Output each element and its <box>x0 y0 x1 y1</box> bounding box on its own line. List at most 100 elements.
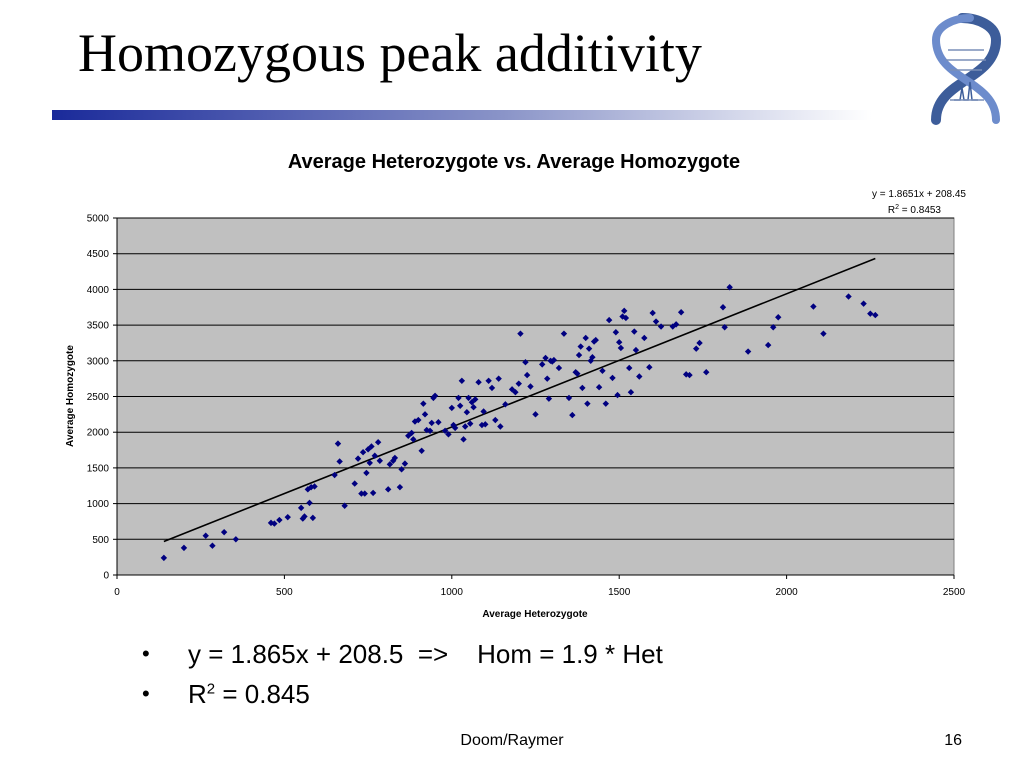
data-point <box>267 519 275 527</box>
data-point <box>726 284 733 291</box>
data-point <box>376 457 384 464</box>
data-point <box>366 459 373 467</box>
data-point <box>579 384 586 392</box>
data-point <box>448 404 455 412</box>
data-point <box>209 542 216 549</box>
data-point <box>271 520 278 527</box>
y-tick-label: 5000 <box>87 214 110 225</box>
x-axis-label: Average Heterozygote <box>482 609 588 620</box>
data-point <box>445 431 452 438</box>
data-point <box>609 374 616 382</box>
y-tick-label: 0 <box>103 571 109 582</box>
data-point <box>532 411 539 418</box>
data-point <box>502 401 509 408</box>
data-point <box>703 369 710 376</box>
data-point <box>682 371 690 378</box>
data-point <box>369 489 377 497</box>
x-tick-label: 500 <box>276 587 293 598</box>
data-point <box>587 357 594 364</box>
r2-superscript: 2 <box>895 204 899 211</box>
data-point <box>461 423 469 430</box>
data-point <box>396 483 404 491</box>
y-axis-ticks: 0 500 1000 1500 2000 2500 3000 3500 4000 4500 5000 <box>87 214 118 582</box>
data-point <box>202 532 209 539</box>
data-point <box>480 408 487 415</box>
data-point <box>585 345 593 352</box>
data-point <box>627 389 635 396</box>
bullet-icon: • <box>142 641 150 666</box>
data-point <box>421 411 429 418</box>
data-point <box>336 458 343 465</box>
data-point <box>646 364 653 371</box>
bullet-equation-text: y = 1.865x + 208.5 => Hom = 1.9 * Het <box>188 639 663 669</box>
data-point <box>621 307 628 315</box>
y-tick-label: 1000 <box>87 499 110 510</box>
r2-suffix: = 0.8453 <box>899 205 941 216</box>
data-point <box>744 348 752 355</box>
data-point <box>301 513 308 520</box>
y-tick-label: 1500 <box>87 463 110 474</box>
data-point <box>456 402 464 409</box>
data-point <box>309 514 317 522</box>
data-point <box>470 404 477 411</box>
data-point <box>359 448 367 456</box>
data-point <box>770 324 777 331</box>
data-point <box>677 309 685 316</box>
y-tick-label: 3000 <box>87 356 110 367</box>
x-axis-ticks: 0 500 1000 1500 2000 2500 <box>114 574 966 598</box>
bullet-list: • y = 1.865x + 208.5 => Hom = 1.9 * Het … <box>142 636 663 716</box>
data-point <box>232 536 240 543</box>
y-tick-label: 2000 <box>87 428 110 439</box>
data-point <box>575 351 583 359</box>
footer-author: Doom/Raymer <box>460 732 564 749</box>
trendline <box>163 257 876 543</box>
x-tick-label: 0 <box>114 587 120 598</box>
data-point <box>616 339 623 346</box>
data-point <box>386 461 394 468</box>
data-point <box>636 373 643 380</box>
data-point <box>867 310 874 317</box>
data-point <box>398 466 405 473</box>
data-point <box>719 304 727 311</box>
data-point <box>641 334 648 342</box>
data-point <box>574 370 581 377</box>
data-point <box>632 346 640 354</box>
x-tick-label: 2000 <box>775 587 798 598</box>
y-tick-label: 4500 <box>87 249 110 260</box>
data-point <box>465 394 472 402</box>
data-point <box>619 313 626 320</box>
data-point <box>428 419 435 427</box>
data-point <box>626 364 633 372</box>
data-point <box>451 424 459 432</box>
data-point <box>297 504 305 512</box>
data-point <box>527 383 534 390</box>
data-point <box>311 483 318 490</box>
data-point <box>672 321 680 328</box>
data-point <box>602 400 610 407</box>
data-point <box>488 384 496 392</box>
data-point <box>545 395 553 402</box>
data-point <box>408 429 415 437</box>
data-point <box>497 423 504 430</box>
data-point <box>584 400 591 407</box>
data-point <box>612 329 620 336</box>
y-tick-label: 3500 <box>87 321 110 332</box>
data-point <box>426 427 434 434</box>
x-tick-label: 2500 <box>943 587 966 598</box>
data-point <box>693 345 700 352</box>
data-point <box>622 314 630 322</box>
data-point <box>686 371 693 379</box>
trendline-group <box>163 257 876 543</box>
data-point <box>351 480 358 487</box>
data-point <box>482 421 489 428</box>
data-point <box>361 490 368 497</box>
data-point <box>614 391 621 399</box>
data-point <box>631 328 638 335</box>
x-tick-label: 1000 <box>441 587 464 598</box>
data-point <box>441 427 449 434</box>
data-point <box>515 380 522 387</box>
data-point <box>472 396 479 403</box>
bullet-r2-superscript: 2 <box>206 680 216 698</box>
x-tick-label: 1500 <box>608 587 631 598</box>
y-axis-label: Average Homozygote <box>65 345 76 447</box>
